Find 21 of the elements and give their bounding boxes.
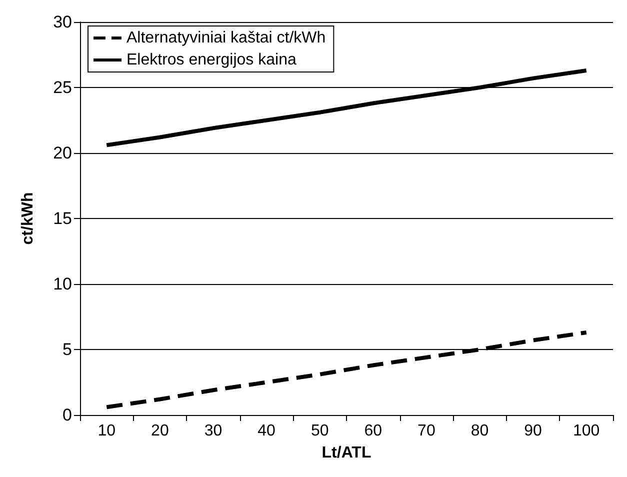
y-tick-label: 25 <box>53 78 72 97</box>
x-tick-label: 20 <box>151 422 169 440</box>
y-tick-label: 10 <box>53 274 72 294</box>
legend-label: Alternatyviniai kaštai ct/kWh <box>126 30 326 46</box>
y-axis-title: ct/kWh <box>20 192 36 245</box>
x-tick-label: 100 <box>573 422 600 440</box>
x-tick-label: 60 <box>364 422 382 440</box>
y-tick-label: 15 <box>53 209 72 228</box>
x-tick-label: 10 <box>98 422 116 440</box>
x-tick-label: 80 <box>470 422 489 440</box>
y-tick-label: 20 <box>53 144 72 162</box>
x-tick-label: 30 <box>204 422 222 440</box>
y-tick-label: 30 <box>53 12 72 32</box>
x-tick-label: 50 <box>310 422 329 440</box>
x-tick-label: 40 <box>258 422 276 440</box>
x-axis-title: Lt/ATL <box>322 444 372 462</box>
legend-label: Elektros energijos kaina <box>126 52 296 68</box>
x-tick-label: 90 <box>524 422 542 440</box>
y-tick-label: 0 <box>62 406 72 424</box>
x-tick-label: 70 <box>418 422 436 440</box>
y-tick-label: 5 <box>62 340 72 359</box>
